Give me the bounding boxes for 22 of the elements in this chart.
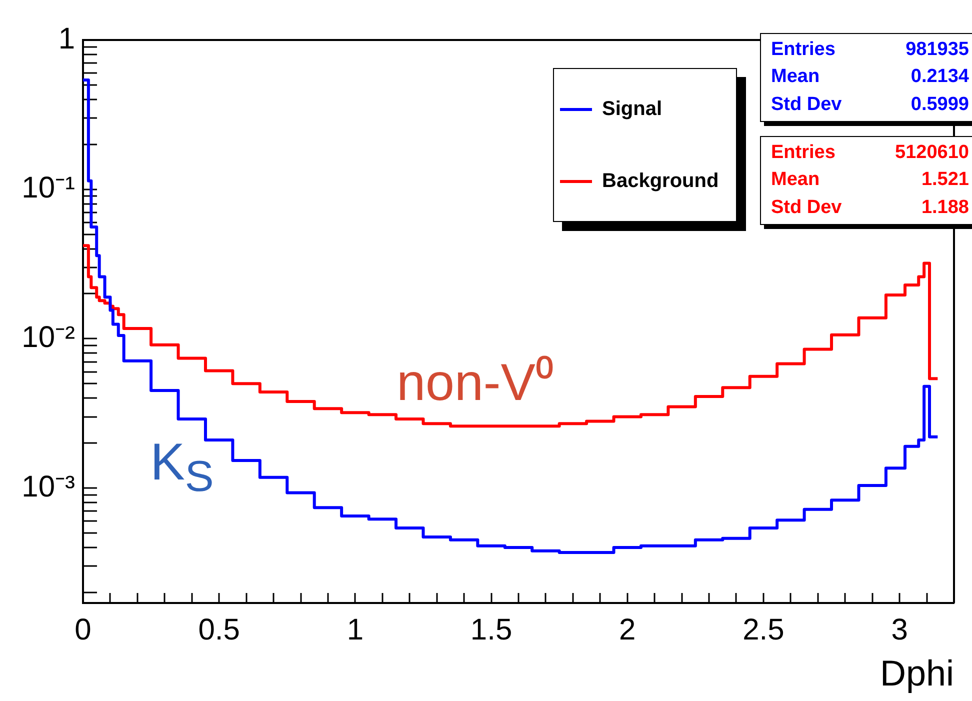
annotation: non-V⁰ — [396, 354, 554, 412]
x-tick-label: 1.5 — [470, 613, 512, 646]
x-tick-label: 2 — [619, 613, 636, 646]
x-tick-label: 0.5 — [198, 613, 240, 646]
x-tick-label: 1 — [346, 613, 364, 646]
text: Mean 0.2134 — [771, 66, 969, 88]
legend-label: Signal — [602, 98, 662, 120]
y-tick-label: 1 — [58, 22, 75, 56]
text: Std Dev 1.188 — [771, 197, 969, 218]
y-tick-label: 10⁻² — [22, 320, 76, 354]
x-tick-label: 2.5 — [742, 613, 784, 646]
x-tick-label: 0 — [74, 613, 92, 646]
text: Entries 5120610 — [771, 142, 969, 163]
x-tick-label: 3 — [891, 613, 908, 646]
text: Std Dev 0.5999 — [771, 94, 969, 116]
x-axis-title: Dphi — [880, 652, 954, 694]
text: Mean 1.521 — [771, 169, 969, 190]
text: Entries 981935 — [771, 38, 969, 60]
y-tick-label: 10⁻¹ — [22, 172, 76, 205]
annotation: K$_{S}$ — [150, 434, 214, 502]
y-tick-label: 10⁻³ — [22, 470, 76, 504]
legend-label: Background — [602, 170, 719, 192]
